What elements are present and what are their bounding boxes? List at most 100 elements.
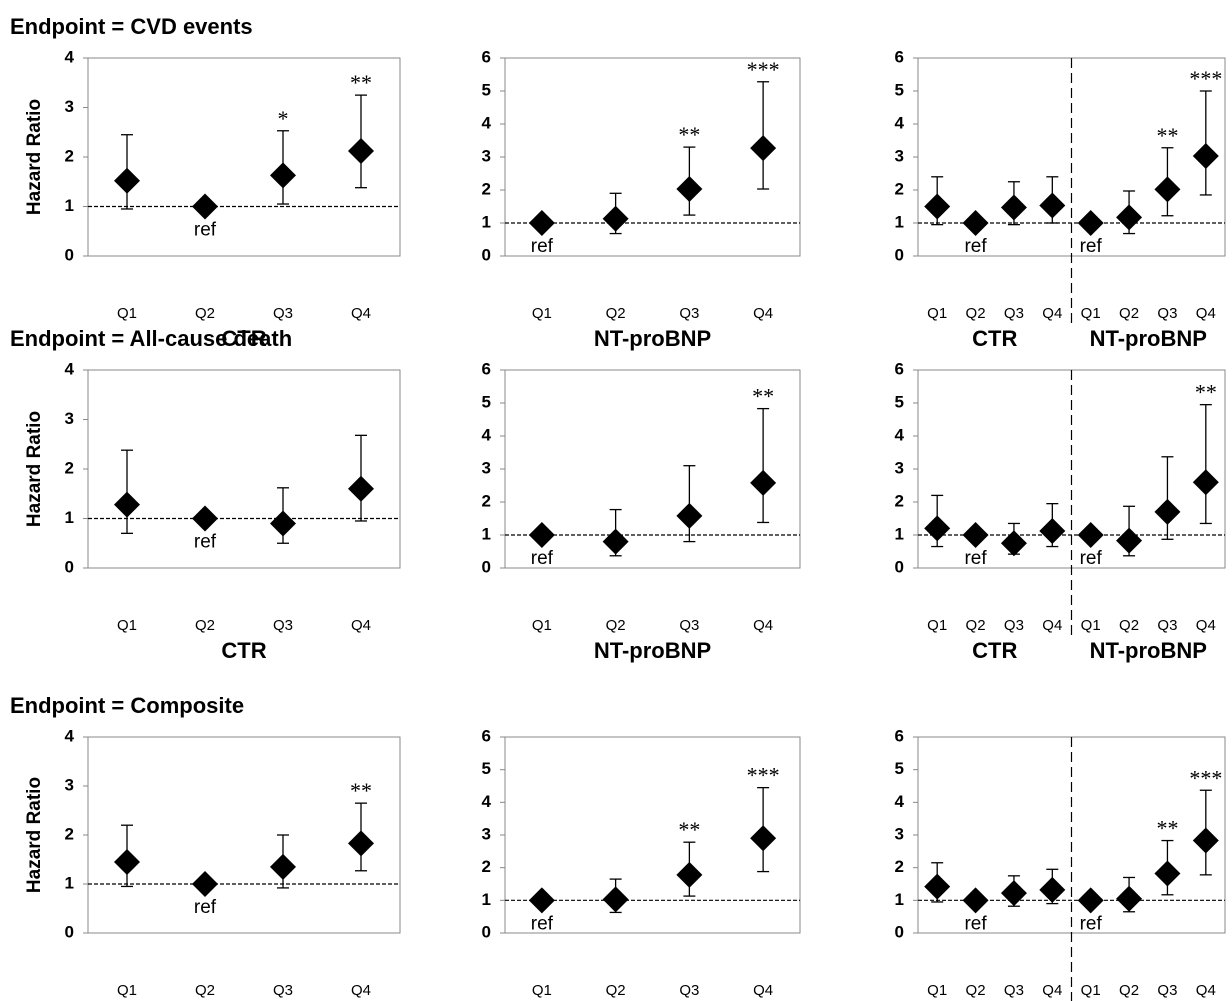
point	[1116, 204, 1143, 231]
point	[1154, 498, 1181, 525]
point	[1192, 827, 1219, 854]
significance-label: *	[278, 106, 289, 131]
y-tick-label: 5	[482, 392, 491, 411]
y-tick-label: 2	[65, 824, 74, 843]
y-tick-label: 4	[65, 47, 75, 66]
y-tick-label: 2	[482, 179, 491, 198]
point	[676, 176, 703, 203]
x-tick-label: Q4	[351, 617, 371, 634]
y-tick-label: 2	[65, 458, 74, 477]
x-tick-label: Q1	[927, 305, 947, 322]
x-tick-label: Q2	[606, 305, 626, 322]
significance-label: **	[1156, 816, 1178, 841]
row-title: Endpoint = Composite	[10, 693, 244, 718]
y-tick-label: 1	[895, 212, 904, 231]
point	[1192, 143, 1219, 170]
x-tick-label: Q2	[195, 305, 215, 322]
significance-label: ***	[747, 57, 780, 82]
x-tick-label: Q4	[1196, 305, 1216, 322]
x-axis-label: CTR	[221, 326, 266, 351]
y-tick-label: 6	[482, 726, 491, 745]
y-tick-label: 3	[65, 97, 74, 116]
point	[1116, 885, 1143, 912]
point-label: ref	[964, 548, 987, 569]
point	[114, 167, 140, 194]
y-tick-label: 6	[482, 47, 491, 66]
significance-label: **	[678, 817, 700, 842]
significance-label: **	[752, 384, 774, 409]
point	[1077, 887, 1104, 914]
x-tick-label: Q1	[117, 982, 137, 999]
x-tick-label: Q4	[753, 305, 773, 322]
point-label: ref	[1080, 913, 1103, 934]
x-axis-label: NT-proBNP	[594, 638, 711, 663]
x-tick-label: Q2	[966, 305, 986, 322]
plot-frame	[87, 736, 401, 934]
y-tick-label: 0	[482, 922, 491, 941]
point	[348, 830, 374, 857]
point	[192, 193, 218, 220]
y-tick-label: 0	[895, 245, 904, 264]
y-tick-label: 0	[482, 245, 491, 264]
point	[676, 502, 703, 529]
point	[750, 135, 777, 162]
y-tick-label: 4	[482, 425, 492, 444]
point	[270, 162, 296, 189]
y-tick-label: 0	[65, 557, 74, 576]
x-tick-label: Q2	[1119, 305, 1139, 322]
significance-label: **	[350, 70, 372, 95]
significance-label: **	[678, 122, 700, 147]
x-tick-label: Q1	[1081, 617, 1101, 634]
y-tick-label: 2	[482, 857, 491, 876]
y-tick-label: 0	[482, 557, 491, 576]
y-tick-label: 1	[65, 508, 74, 527]
x-tick-label: Q3	[1157, 617, 1177, 634]
y-tick-label: 3	[65, 409, 74, 428]
y-tick-label: 1	[895, 890, 904, 909]
y-tick-label: 5	[895, 80, 904, 99]
y-tick-label: 1	[482, 212, 491, 231]
x-tick-label: Q3	[273, 617, 293, 634]
x-tick-label: Q4	[351, 305, 371, 322]
y-tick-label: 3	[65, 775, 74, 794]
point	[270, 510, 296, 537]
x-tick-label: Q1	[117, 617, 137, 634]
y-tick-label: 5	[482, 759, 491, 778]
x-tick-label: Q3	[679, 982, 699, 999]
x-tick-label: Q4	[1042, 617, 1062, 634]
y-tick-label: 3	[895, 824, 904, 843]
point-label: ref	[194, 897, 217, 918]
significance-label: **	[1156, 123, 1178, 148]
y-tick-label: 3	[895, 146, 904, 165]
y-tick-label: 1	[65, 196, 74, 215]
x-tick-label: Q1	[927, 617, 947, 634]
y-tick-label: 4	[65, 726, 75, 745]
point	[1000, 194, 1027, 221]
x-tick-label: Q2	[195, 617, 215, 634]
y-tick-label: 4	[65, 359, 75, 378]
x-tick-label: Q3	[273, 305, 293, 322]
point	[962, 522, 989, 548]
point	[1039, 876, 1066, 903]
point	[528, 210, 555, 236]
point	[924, 873, 951, 900]
x-tick-label: Q1	[532, 305, 552, 322]
x-tick-label: Q1	[1081, 982, 1101, 999]
point	[1077, 210, 1104, 236]
point	[270, 853, 296, 880]
x-tick-label: Q3	[1004, 982, 1024, 999]
point	[1192, 469, 1219, 496]
group-label: CTR	[972, 638, 1017, 663]
y-tick-label: 3	[482, 824, 491, 843]
y-tick-label: 6	[482, 359, 491, 378]
point	[528, 522, 555, 548]
x-tick-label: Q3	[1157, 982, 1177, 999]
x-axis-label: CTR	[221, 638, 266, 663]
x-tick-label: Q3	[679, 305, 699, 322]
y-tick-label: 2	[65, 146, 74, 165]
point	[528, 887, 555, 914]
point-label: ref	[194, 532, 217, 553]
point-label: ref	[964, 913, 987, 934]
x-tick-label: Q1	[532, 617, 552, 634]
x-tick-label: Q3	[1157, 305, 1177, 322]
